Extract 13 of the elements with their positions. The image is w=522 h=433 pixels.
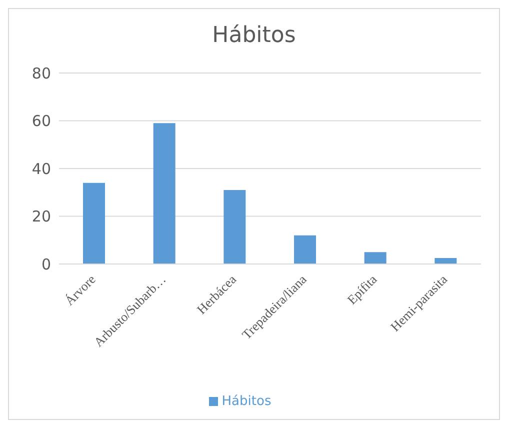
chart-title: Hábitos — [211, 23, 297, 50]
bar — [224, 190, 246, 264]
bar — [83, 182, 105, 264]
legend-label: Hábitos — [222, 394, 272, 409]
bar — [364, 252, 386, 264]
y-tick-label: 20 — [32, 208, 51, 226]
bar — [153, 123, 176, 264]
y-tick-label: 40 — [32, 160, 51, 178]
bar — [434, 258, 457, 264]
y-tick-label: 0 — [41, 255, 51, 274]
bar — [294, 235, 316, 264]
y-tick-label: 80 — [32, 64, 51, 82]
y-tick-label: 60 — [32, 112, 51, 130]
